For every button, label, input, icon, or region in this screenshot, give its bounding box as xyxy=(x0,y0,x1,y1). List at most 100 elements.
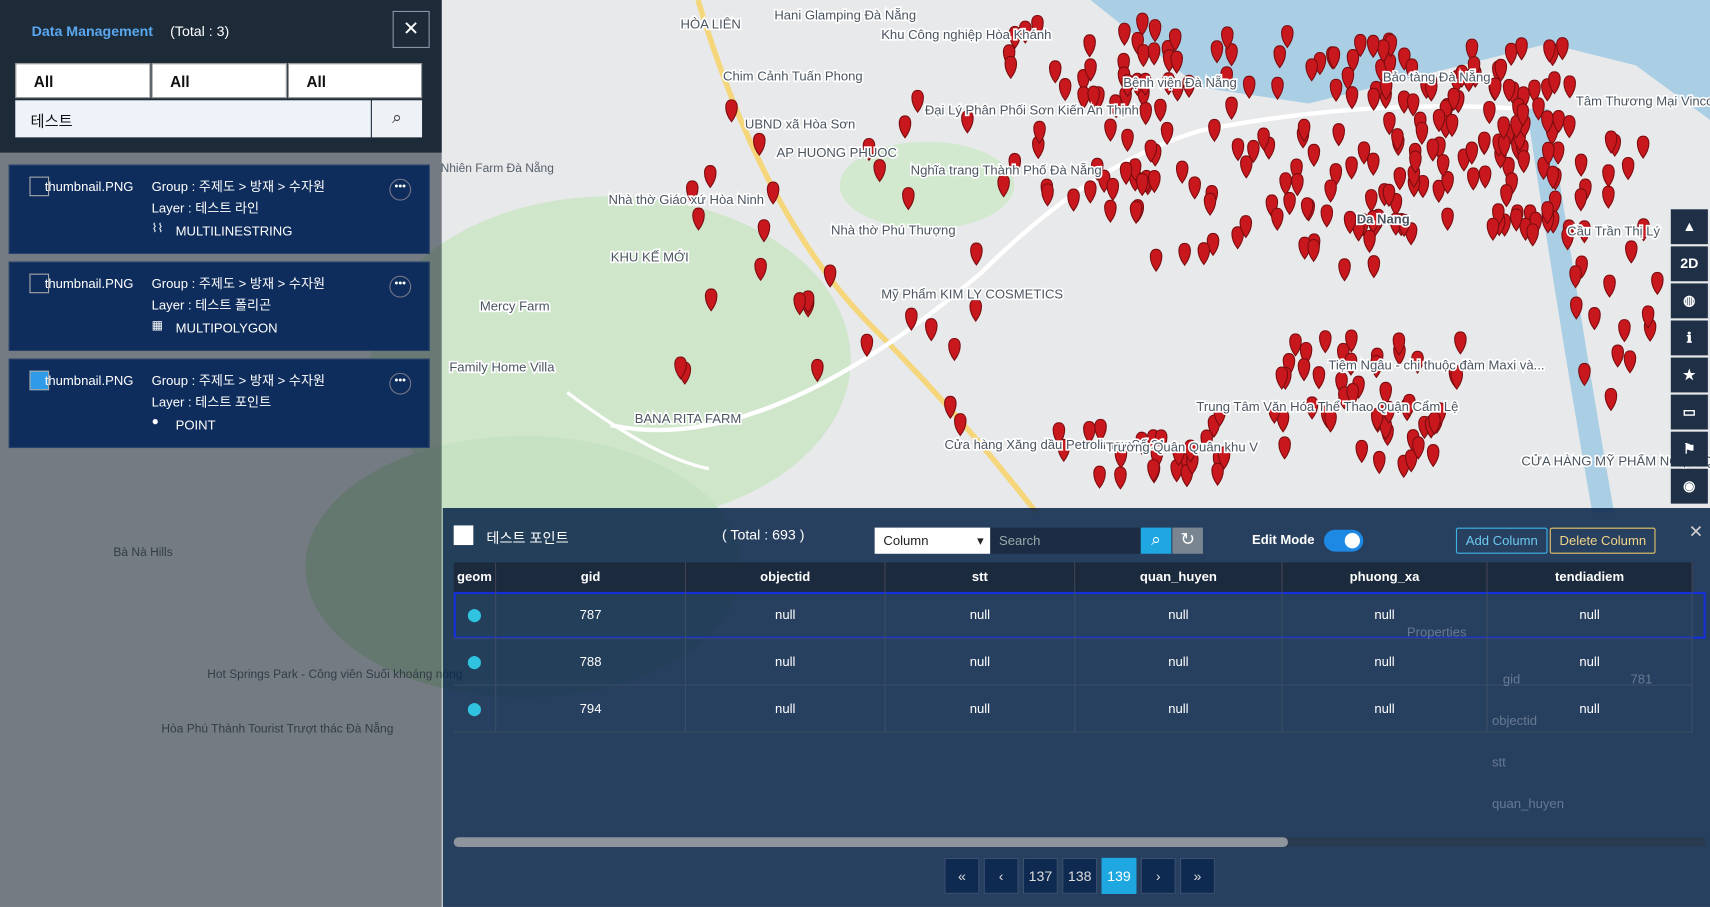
map-marker xyxy=(1268,400,1281,424)
map-tool[interactable]: ℹ xyxy=(1670,320,1708,356)
layer-card[interactable]: thumbnail.PNG Group : 주제도 > 방재 > 수자원 Layer… xyxy=(8,261,430,352)
filter-select[interactable]: All xyxy=(287,63,423,99)
page-button[interactable]: « xyxy=(944,857,980,894)
cell: null xyxy=(1075,638,1283,686)
map-marker xyxy=(1345,86,1359,110)
map-marker xyxy=(1271,207,1284,231)
map-label: HÒA LIÊN xyxy=(681,16,741,31)
map-marker xyxy=(1033,120,1046,144)
map-label: Nhà thờ Phú Thượng xyxy=(831,222,956,237)
map-marker xyxy=(1324,409,1337,433)
map-marker xyxy=(1578,220,1591,244)
map-marker xyxy=(1048,60,1062,84)
map-marker xyxy=(1578,362,1591,387)
map-marker xyxy=(1084,58,1097,82)
page-button[interactable]: 137 xyxy=(1022,857,1058,894)
map-tool[interactable]: ⚑ xyxy=(1670,431,1708,467)
delete-column-button[interactable]: Delete Column xyxy=(1549,527,1656,554)
map-marker xyxy=(1324,179,1337,203)
page-button[interactable]: 138 xyxy=(1062,857,1098,894)
map-marker xyxy=(1305,58,1318,82)
map-marker xyxy=(997,174,1010,198)
map-tool[interactable]: ◍ xyxy=(1670,283,1708,319)
map-marker xyxy=(1611,344,1624,368)
properties-title: Properties xyxy=(1406,624,1467,640)
map-tool[interactable]: ◉ xyxy=(1670,468,1708,504)
map-marker xyxy=(1279,172,1292,196)
page-button[interactable]: 139 xyxy=(1101,857,1137,894)
map-tool[interactable]: 2D xyxy=(1670,246,1708,282)
more-button[interactable]: ••• xyxy=(389,178,412,201)
map-marker xyxy=(1542,141,1555,166)
map-marker xyxy=(1454,331,1467,355)
table-total: ( Total : 693 ) xyxy=(721,526,805,543)
map-marker xyxy=(961,110,974,134)
map-marker xyxy=(1319,330,1332,354)
checkbox[interactable] xyxy=(453,525,474,546)
map-marker xyxy=(1528,79,1541,103)
page-button[interactable]: › xyxy=(1140,857,1176,894)
map-marker xyxy=(1225,96,1238,120)
map-marker xyxy=(1121,73,1134,98)
map-tool[interactable]: ▲ xyxy=(1670,209,1708,245)
map-marker xyxy=(1625,240,1638,264)
close-button[interactable]: ✕ xyxy=(392,10,430,48)
map-tool[interactable]: ★ xyxy=(1670,357,1708,393)
map-label: UBND xã Hòa Sơn xyxy=(745,117,855,132)
filter-select[interactable]: All xyxy=(15,63,151,99)
map-marker xyxy=(1104,118,1117,142)
map-marker xyxy=(1077,86,1090,110)
layer-card[interactable]: thumbnail.PNG Group : 주제도 > 방재 > 수자원 Layer… xyxy=(8,164,430,254)
map-marker xyxy=(1428,411,1441,436)
map-marker xyxy=(1148,19,1162,43)
map-marker xyxy=(766,181,780,205)
map-marker xyxy=(1391,128,1404,152)
map-marker xyxy=(1327,46,1341,70)
page-button[interactable]: » xyxy=(1180,857,1215,894)
map-marker xyxy=(1147,42,1161,66)
table-search[interactable]: Search xyxy=(990,527,1141,554)
map-label: Nghĩa trang Thành Phố Đà Nẵng xyxy=(911,162,1102,177)
map-marker xyxy=(753,132,766,157)
map-marker xyxy=(1541,201,1554,225)
map-marker xyxy=(1058,77,1072,102)
map-marker xyxy=(1502,78,1516,103)
column-select[interactable]: Column ▾ xyxy=(874,527,991,554)
map-marker xyxy=(757,219,771,243)
search-button[interactable]: ⌕ xyxy=(1140,527,1172,554)
map-marker xyxy=(1172,442,1185,467)
map-marker xyxy=(1426,138,1440,162)
map-tool[interactable]: ▭ xyxy=(1670,394,1708,430)
map-marker xyxy=(1094,418,1107,443)
thumbnail-alt: thumbnail.PNG xyxy=(44,178,134,195)
search-input[interactable]: 테스트 xyxy=(15,100,371,138)
thumbnail[interactable] xyxy=(29,370,50,391)
map-marker xyxy=(1338,258,1351,282)
filter-select[interactable]: All xyxy=(151,63,287,99)
map-marker xyxy=(1018,20,1032,44)
map-marker xyxy=(1373,450,1386,475)
geom-type: MULTILINESTRING xyxy=(175,223,293,239)
add-column-button[interactable]: Add Column xyxy=(1455,527,1548,554)
page-button[interactable]: ‹ xyxy=(983,857,1019,894)
edit-mode-toggle[interactable] xyxy=(1323,529,1364,552)
map-marker xyxy=(1379,381,1393,405)
more-button[interactable]: ••• xyxy=(389,372,412,395)
map-marker xyxy=(1497,116,1510,140)
cell: null xyxy=(1282,638,1488,686)
layer-card[interactable]: thumbnail.PNG Group : 주제도 > 방재 > 수자원 Layer… xyxy=(8,358,430,449)
map-marker xyxy=(970,242,983,266)
column-header: stt xyxy=(885,562,1076,592)
map-marker xyxy=(1148,169,1161,194)
map-marker xyxy=(1618,319,1631,343)
map-marker xyxy=(1052,422,1066,446)
map-marker xyxy=(1412,436,1425,460)
map-marker xyxy=(925,318,938,342)
more-button[interactable]: ••• xyxy=(389,275,412,298)
close-table[interactable]: ✕ xyxy=(1688,523,1704,542)
refresh-button[interactable]: ↻ xyxy=(1172,527,1203,554)
map-marker xyxy=(1588,307,1601,331)
search-button[interactable]: ⌕ xyxy=(371,100,423,138)
property-value: 781 xyxy=(1630,671,1653,687)
map-label: Chim Cảnh Tuấn Phong xyxy=(723,69,863,84)
